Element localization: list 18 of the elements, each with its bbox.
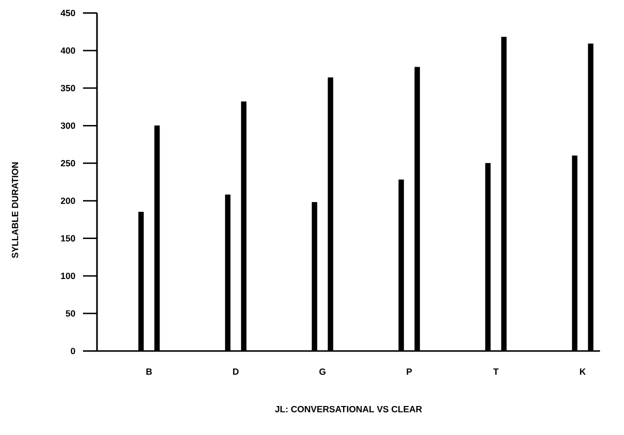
y-tick-label: 300 (60, 122, 76, 129)
y-tick-label: 350 (60, 84, 76, 92)
x-tick-label: P (406, 368, 412, 375)
y-tick-label: 400 (60, 47, 76, 54)
x-tick-label: K (580, 368, 586, 375)
y-tick-label: 200 (60, 198, 76, 204)
x-tick-label: T (493, 368, 499, 375)
y-tick-label: 250 (60, 160, 76, 166)
y-tick-label: 150 (61, 235, 76, 242)
x-tick-label: D (233, 368, 239, 375)
x-tick-label: G (319, 368, 326, 375)
y-axis-title: SYLLABLE DURATION (12, 162, 18, 258)
x-axis-title: JL: CONVERSATIONAL VS CLEAR (274, 406, 422, 412)
y-tick-label: 0 (70, 348, 76, 354)
y-tick-label: 100 (61, 272, 76, 280)
x-tick-label: B (146, 368, 152, 375)
y-tick-label: 450 (60, 10, 76, 16)
y-tick-label: 50 (66, 310, 76, 317)
